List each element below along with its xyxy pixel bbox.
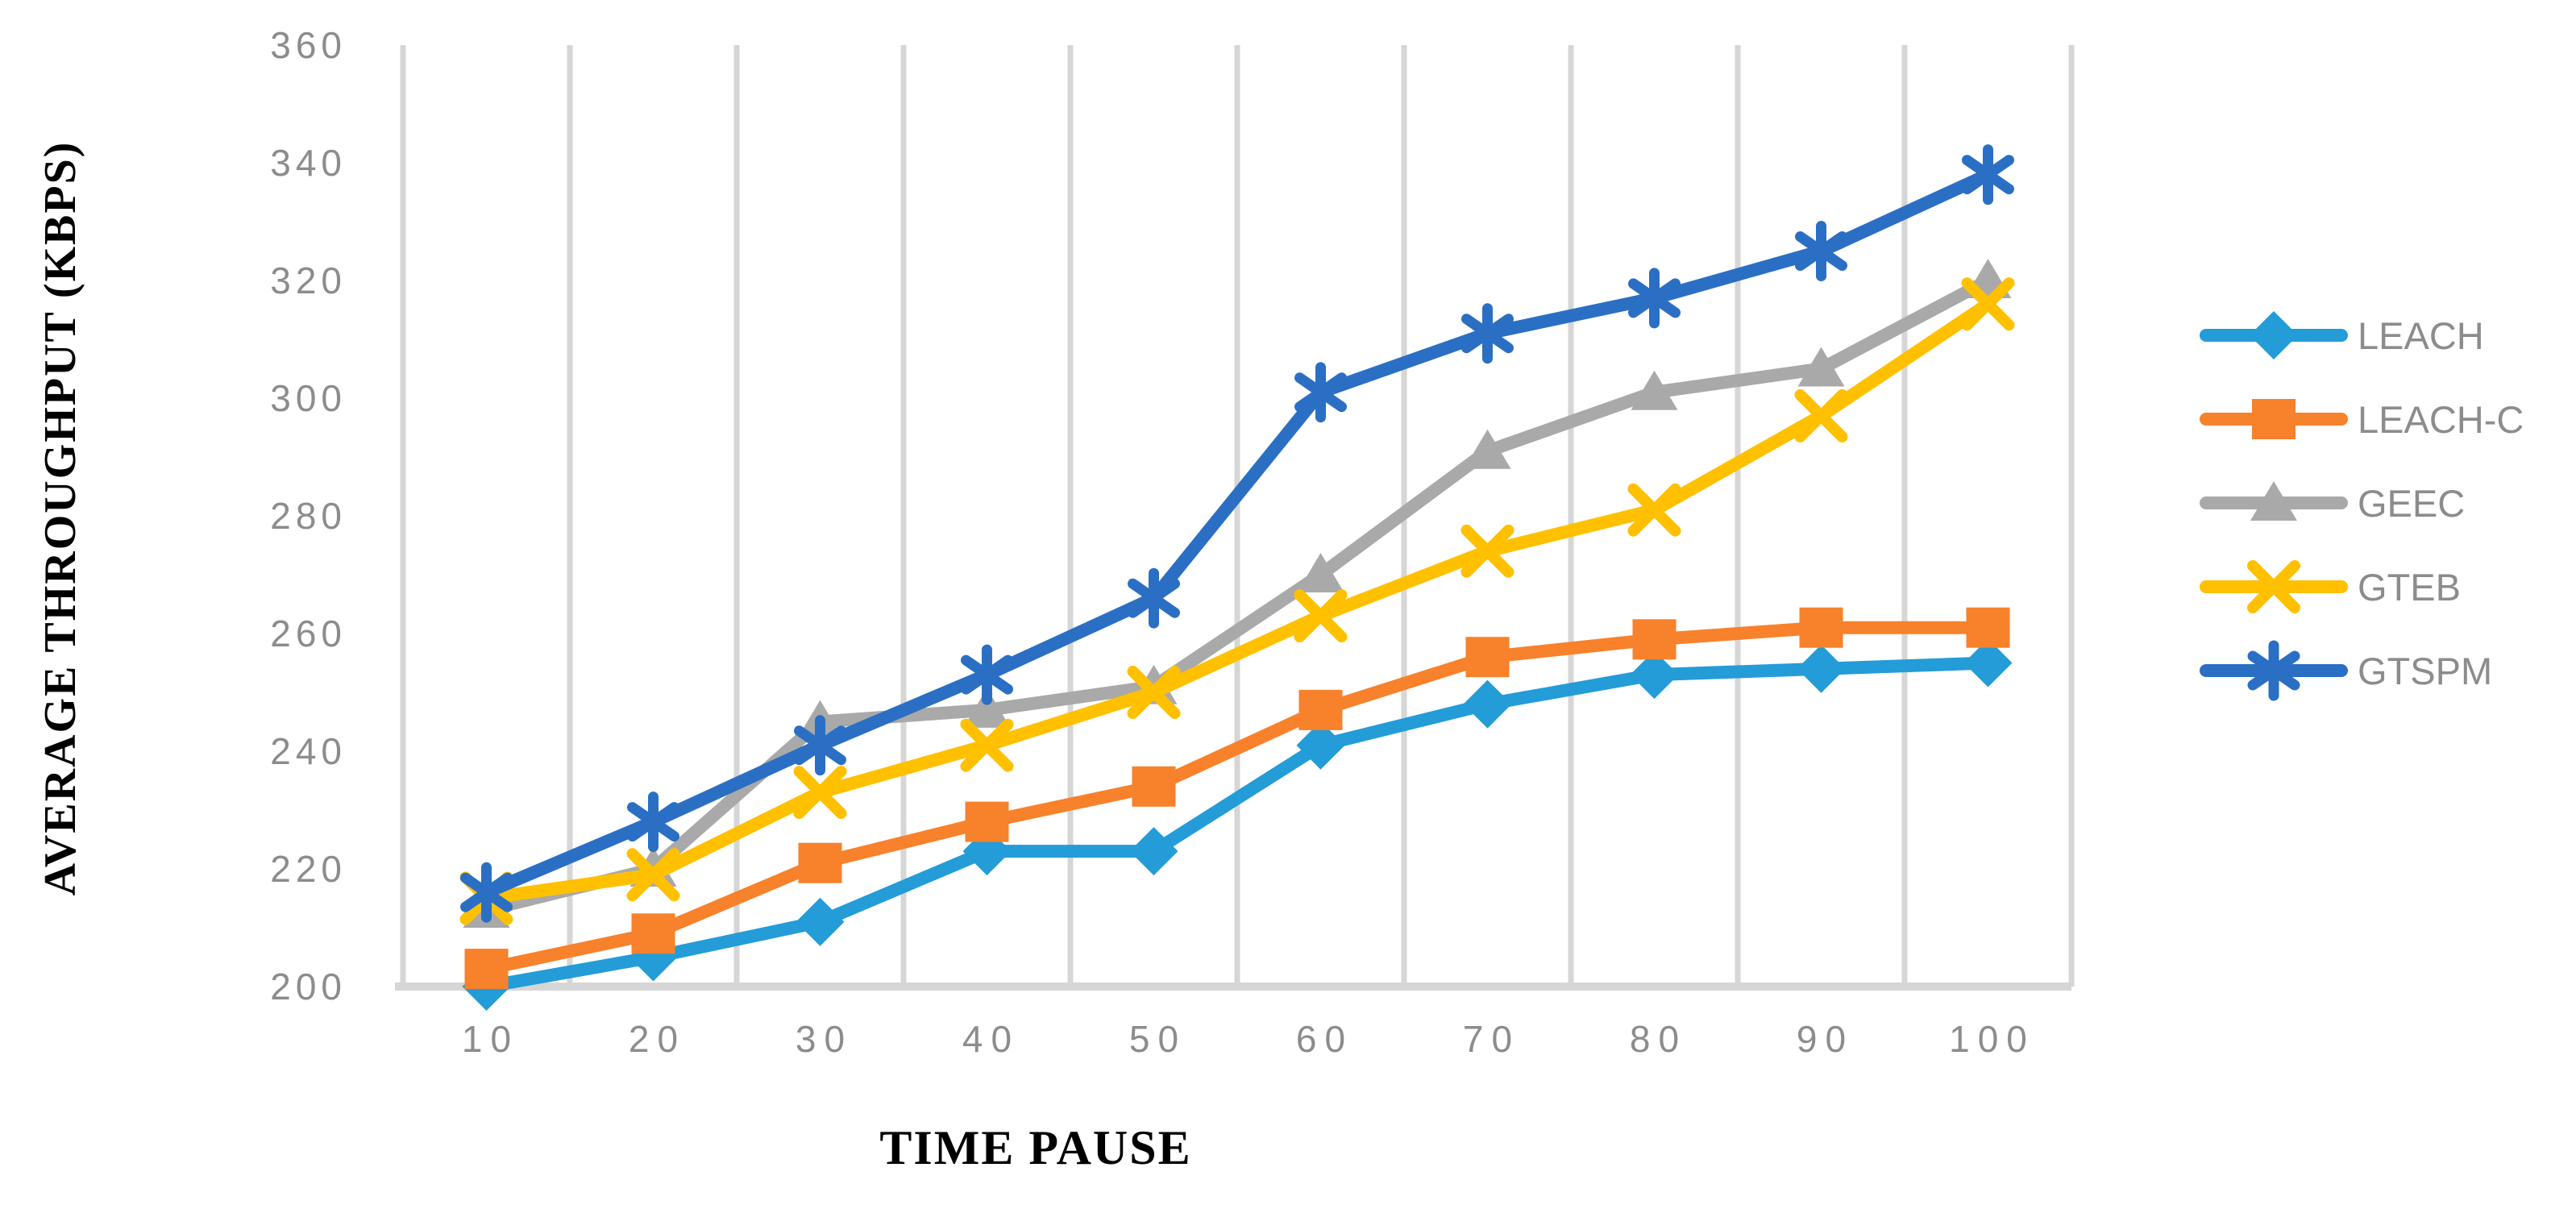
svg-text:360: 360 [270, 24, 347, 66]
svg-text:280: 280 [270, 495, 347, 537]
svg-text:300: 300 [270, 377, 347, 419]
svg-text:220: 220 [270, 848, 347, 890]
svg-text:260: 260 [270, 613, 347, 654]
series-GTSPM [460, 144, 2014, 923]
y-tick-labels: 200 220 240 260 280 300 320 340 360 [270, 24, 347, 1008]
svg-text:40: 40 [962, 1018, 1020, 1060]
series-LEACH-C [464, 607, 2010, 990]
svg-text:320: 320 [270, 260, 347, 301]
svg-text:340: 340 [270, 142, 347, 184]
svg-text:100: 100 [1949, 1018, 2035, 1060]
y-axis-title: AVERAGE THROUGHPUT (KBPS) [35, 140, 85, 896]
gridlines [400, 45, 2075, 987]
x-tick-labels: 10 20 30 40 50 60 70 80 90 100 [462, 1018, 2035, 1060]
svg-text:240: 240 [270, 730, 347, 772]
svg-text:10: 10 [462, 1018, 519, 1060]
svg-text:70: 70 [1463, 1018, 1520, 1060]
svg-text:20: 20 [629, 1018, 686, 1060]
x-axis-title: TIME PAUSE [879, 1121, 1192, 1174]
svg-text:90: 90 [1797, 1018, 1854, 1060]
svg-text:30: 30 [796, 1018, 853, 1060]
svg-text:60: 60 [1296, 1018, 1353, 1060]
svg-text:200: 200 [270, 966, 347, 1008]
svg-text:80: 80 [1630, 1018, 1687, 1060]
svg-text:50: 50 [1129, 1018, 1186, 1060]
